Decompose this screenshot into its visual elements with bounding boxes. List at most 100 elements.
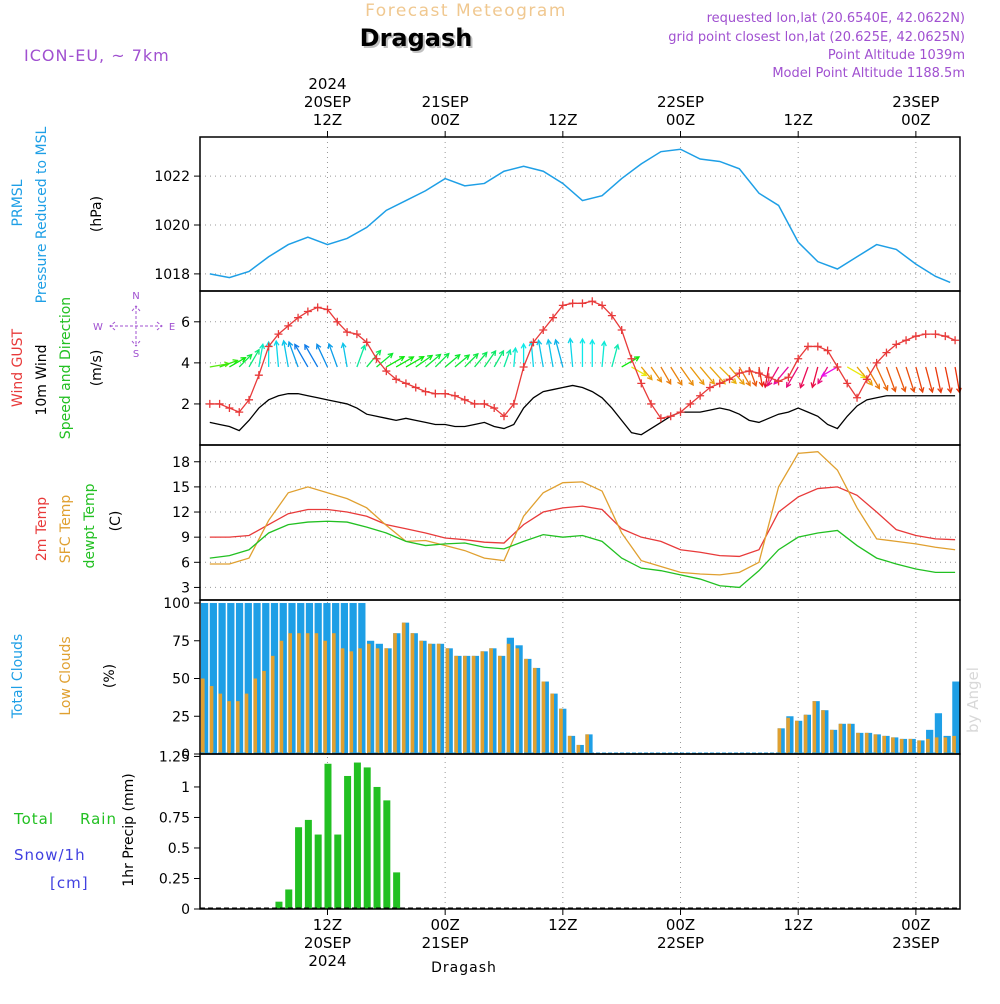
wind-gust-marker: [784, 373, 793, 382]
wind-gust-marker: [568, 299, 577, 308]
wind-arrow-head: [633, 356, 641, 362]
wind-arrow-head: [600, 340, 607, 347]
clouds-label-total: Total Clouds: [10, 634, 26, 719]
x-tick-label-top: 00Z: [901, 111, 930, 129]
x-tick-label-bottom: 21SEP: [422, 934, 469, 952]
cloud-bar-low: [279, 640, 284, 754]
wind-arrow: [866, 366, 880, 389]
wind-gust-marker: [882, 348, 891, 357]
y-tick-label: 0.75: [159, 810, 190, 826]
cloud-bar-total: [235, 603, 244, 754]
wind-gust-marker: [656, 414, 665, 423]
wind-arrow-head: [259, 342, 266, 350]
wind-gust-marker: [529, 338, 538, 347]
wind-arrow: [283, 340, 289, 368]
cloud-bar-low: [952, 735, 956, 754]
y-tick-label: 0.5: [168, 841, 190, 857]
wind-gust-marker: [715, 379, 724, 388]
info-model-altitude: Model Point Altitude 1188.5m: [772, 66, 965, 81]
x-tick-label-top: 12Z: [784, 111, 813, 129]
x-tick-label-bottom: 00Z: [430, 916, 459, 934]
pressure-line: [209, 148, 951, 284]
wind-gust-marker: [833, 362, 842, 371]
clouds-unit: (%): [102, 664, 118, 688]
wind-arrow: [611, 344, 619, 368]
x-tick-label-bottom: 20SEP: [304, 934, 351, 952]
y-tick-label: 9: [181, 530, 190, 546]
wind-arrow: [799, 366, 809, 388]
wind-gust-marker: [352, 330, 361, 339]
wind-gust-marker: [539, 326, 548, 335]
wind-arrow: [294, 344, 309, 368]
wind-label-direction: Speed and Direction: [58, 297, 74, 439]
cloud-bar-low: [777, 728, 782, 754]
cloud-bar-low: [506, 643, 511, 754]
cloud-bar-low: [891, 737, 895, 754]
rain-bar: [353, 762, 361, 909]
temp-label-dewpt: dewpt Temp: [82, 483, 98, 568]
wind-arrow: [356, 345, 366, 368]
wind-arrow-head: [505, 348, 512, 356]
wind-arrow: [767, 366, 780, 386]
location-title-shadow: Dragash: [362, 26, 475, 54]
cloud-bar-low: [410, 633, 415, 754]
wind-arrow: [786, 366, 799, 388]
info-requested: requested lon,lat (20.6540E, 42.0622N): [707, 11, 965, 26]
wind-arrow: [474, 352, 488, 368]
cloud-bar-low: [550, 693, 555, 754]
wind-arrow-head: [918, 387, 925, 394]
wind-arrow: [425, 353, 441, 368]
cloud-bar-low: [795, 720, 799, 754]
panel-frame-clouds: [199, 599, 961, 755]
cloud-bar-low: [445, 648, 450, 754]
cloud-bar-low: [244, 693, 249, 754]
y-tick-label: 100: [163, 596, 190, 612]
wind-arrow: [934, 366, 942, 393]
wind-arrow-head: [666, 378, 672, 386]
wind-gust-marker: [421, 387, 430, 396]
cloud-bar-low: [943, 737, 948, 754]
wind-arrow-head: [699, 379, 705, 386]
x-tick-label-top: 00Z: [666, 111, 695, 129]
y-tick-label: 50: [172, 672, 190, 688]
wind-arrow-head: [567, 337, 574, 344]
wind-arrow: [895, 366, 906, 392]
wind-arrow: [856, 366, 873, 386]
wind-arrow-head: [937, 387, 943, 394]
x-tick-label-top: 21SEP: [422, 93, 469, 111]
cloud-bar-low: [393, 633, 397, 754]
wind-arrow: [689, 366, 705, 385]
wind-arrow-head: [246, 353, 253, 360]
wind-arrow: [385, 356, 405, 368]
temp-unit: (C): [108, 511, 124, 532]
cloud-bar-low: [926, 738, 930, 754]
cloud-bar-low: [803, 714, 808, 754]
cloud-bar-low: [262, 670, 266, 754]
wind-arrow-head: [454, 353, 461, 360]
panel-frame-temperature: [199, 444, 961, 601]
wind-arrow: [464, 353, 479, 368]
wind-arrow: [229, 357, 246, 368]
wind-gust-marker: [509, 399, 518, 408]
wind-arrow: [454, 354, 470, 368]
rain-bar: [334, 834, 342, 909]
wind-gust-marker: [264, 342, 273, 351]
wind-arrow-head: [281, 339, 288, 346]
wind-gust-marker: [705, 383, 714, 392]
panel-frame-pressure: [199, 136, 961, 292]
wind-arrow-head: [767, 380, 773, 387]
cloud-bar-low: [454, 655, 458, 754]
y-tick-label: 12: [172, 505, 190, 521]
cloud-bar-low: [463, 655, 467, 754]
wind-gust-marker: [951, 336, 960, 345]
wind-arrow-head: [315, 343, 322, 350]
rain-bar: [295, 827, 303, 909]
wind-arrow: [376, 352, 394, 368]
x-tick-label-bottom: 12Z: [784, 916, 813, 934]
x-tick-label-bottom: 22SEP: [657, 934, 704, 952]
rain-bar: [275, 901, 283, 909]
cloud-bar-low: [524, 658, 528, 754]
cloud-bar-total: [864, 732, 873, 754]
wind-gust-marker: [313, 303, 322, 312]
cloud-bar-low: [934, 737, 939, 754]
